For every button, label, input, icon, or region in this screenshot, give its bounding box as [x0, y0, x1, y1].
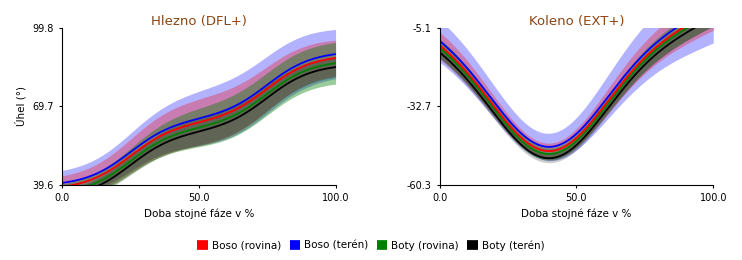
Legend: Boso (rovina), Boso (terén), Boty (rovina), Boty (terén): Boso (rovina), Boso (terén), Boty (rovin…: [194, 236, 548, 255]
Title: Koleno (EXT+): Koleno (EXT+): [528, 15, 624, 28]
Y-axis label: Úhel (°): Úhel (°): [15, 86, 27, 126]
X-axis label: Doba stojné fáze v %: Doba stojné fáze v %: [521, 209, 631, 219]
X-axis label: Doba stojné fáze v %: Doba stojné fáze v %: [143, 209, 254, 219]
Title: Hlezno (DFL+): Hlezno (DFL+): [151, 15, 246, 28]
